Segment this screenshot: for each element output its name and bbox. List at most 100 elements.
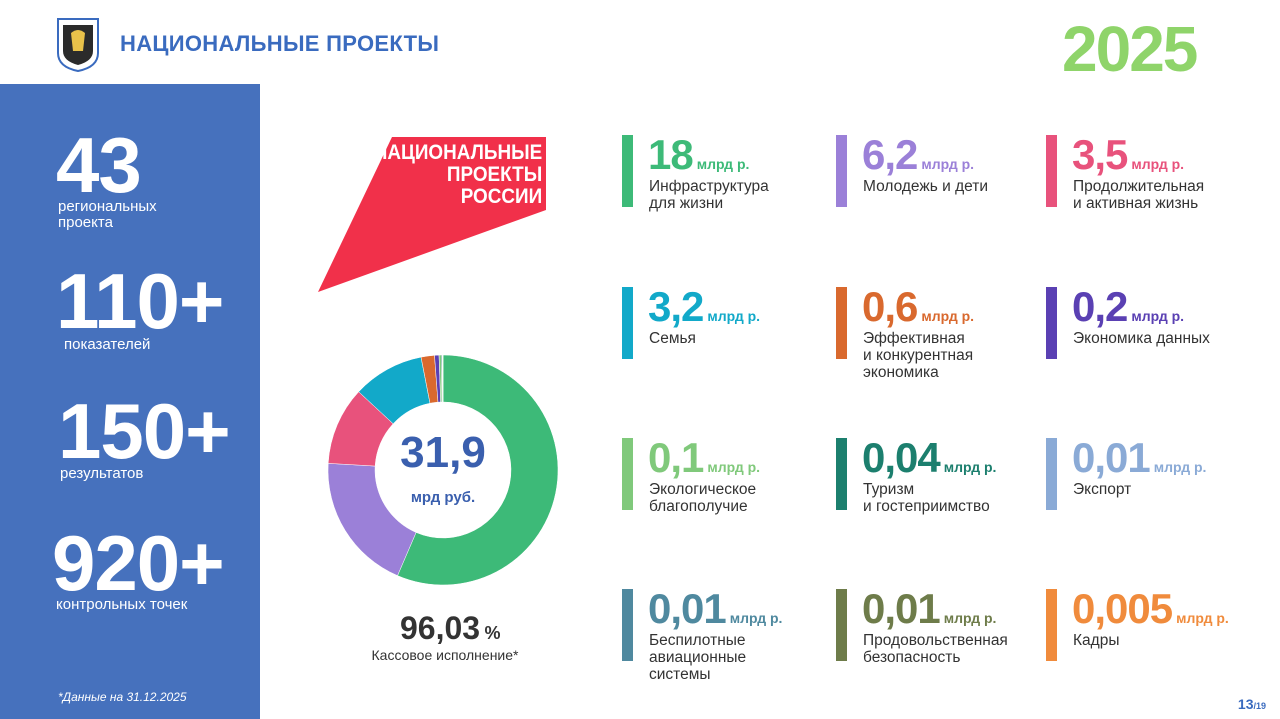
stat-label: показателей bbox=[64, 336, 151, 353]
project-name: Продовольственная безопасность bbox=[863, 632, 1008, 666]
logo-text: НАЦИОНАЛЬНЫЕ bbox=[374, 141, 542, 164]
center-unit: мрд руб. bbox=[411, 489, 475, 506]
value-unit: млрд р. bbox=[1131, 308, 1185, 324]
value-unit: млрд р. bbox=[1153, 459, 1207, 475]
value-label: 3,2 bbox=[648, 283, 704, 330]
project-item: 0,01 млрд р. Экспорт bbox=[1046, 434, 1246, 512]
project-value: 0,1 млрд р. bbox=[648, 434, 760, 482]
project-item: 6,2 млрд р. Молодежь и дети bbox=[836, 131, 1036, 209]
project-bar bbox=[1046, 438, 1057, 510]
project-value: 0,01 млрд р. bbox=[862, 585, 996, 633]
value-label: 0,005 bbox=[1072, 585, 1173, 632]
project-item: 3,5 млрд р. Продолжительная и активная жиз… bbox=[1046, 131, 1246, 212]
emblem bbox=[57, 18, 99, 73]
project-value: 0,04 млрд р. bbox=[862, 434, 996, 482]
logo: НАЦИОНАЛЬНЫЕ ПРОЕКТЫ РОССИИ bbox=[318, 137, 546, 292]
project-value: 0,005 млрд р. bbox=[1072, 585, 1229, 633]
percent-sign: % bbox=[484, 623, 501, 643]
value-unit: млрд р. bbox=[921, 308, 975, 324]
project-name: Экологическое благополучие bbox=[649, 481, 757, 515]
stat-value: 43 bbox=[56, 121, 142, 209]
project-name: Экспорт bbox=[1073, 481, 1132, 498]
donut-chart: 31,9 мрд руб. bbox=[327, 354, 559, 586]
project-bar bbox=[836, 438, 847, 510]
project-item: 0,2 млрд р. Экономика данных bbox=[1046, 283, 1246, 361]
project-value: 3,2 млрд р. bbox=[648, 283, 760, 331]
project-bar bbox=[1046, 135, 1057, 207]
project-bar bbox=[622, 438, 633, 510]
project-bar bbox=[622, 589, 633, 661]
value-unit: млрд р. bbox=[921, 156, 975, 172]
value-unit: млрд р. bbox=[729, 610, 783, 626]
project-bar bbox=[836, 287, 847, 359]
project-name: Семья bbox=[649, 330, 696, 347]
value-label: 18 bbox=[648, 131, 694, 178]
value-unit: млрд р. bbox=[696, 156, 750, 172]
project-value: 0,01 млрд р. bbox=[648, 585, 782, 633]
year: 2025 bbox=[1062, 13, 1198, 85]
logo-shape bbox=[318, 137, 546, 292]
value-label: 0,6 bbox=[862, 283, 918, 330]
stat-label: региональных проекта bbox=[58, 198, 157, 231]
project-value: 18 млрд р. bbox=[648, 131, 749, 179]
value-label: 6,2 bbox=[862, 131, 918, 178]
sidebar bbox=[0, 84, 260, 719]
project-item: 3,2 млрд р. Семья bbox=[622, 283, 822, 361]
project-item: 0,04 млрд р. Туризм и гостеприимство bbox=[836, 434, 1036, 515]
value-unit: млрд р. bbox=[943, 610, 997, 626]
project-item: 0,01 млрд р. Беспилотные авиационные систе… bbox=[622, 585, 822, 683]
project-bar bbox=[622, 287, 633, 359]
value-label: 0,1 bbox=[648, 434, 704, 481]
project-bar bbox=[836, 589, 847, 661]
project-name: Кадры bbox=[1073, 632, 1120, 649]
value-label: 0,2 bbox=[1072, 283, 1128, 330]
center-value: 31,9 bbox=[400, 428, 486, 477]
project-item: 0,005 млрд р. Кадры bbox=[1046, 585, 1246, 663]
project-bar bbox=[836, 135, 847, 207]
stat-label: результатов bbox=[60, 465, 144, 482]
stat-value: 920+ bbox=[52, 519, 225, 607]
value-unit: млрд р. bbox=[943, 459, 997, 475]
donut-segment bbox=[397, 354, 559, 586]
stat-value: 110+ bbox=[56, 257, 224, 345]
percent-block: 96,03 % bbox=[400, 610, 501, 647]
value-label: 3,5 bbox=[1072, 131, 1128, 178]
slide-current: 13 bbox=[1237, 696, 1254, 712]
project-value: 0,01 млрд р. bbox=[1072, 434, 1206, 482]
project-item: 18 млрд р. Инфраструктура для жизни bbox=[622, 131, 822, 212]
logo-text: РОССИИ bbox=[461, 185, 542, 208]
slide-total: /19 bbox=[1253, 701, 1266, 711]
stat-value: 150+ bbox=[58, 387, 231, 475]
value-label: 0,04 bbox=[862, 434, 941, 481]
project-value: 3,5 млрд р. bbox=[1072, 131, 1184, 179]
project-value: 6,2 млрд р. bbox=[862, 131, 974, 179]
project-item: 0,1 млрд р. Экологическое благополучие bbox=[622, 434, 822, 515]
slide-number: 13/19 bbox=[1238, 696, 1266, 714]
stat-label: контрольных точек bbox=[56, 596, 188, 613]
project-item: 0,01 млрд р. Продовольственная безопасност… bbox=[836, 585, 1036, 666]
percent-value: 96,03 bbox=[400, 610, 481, 646]
project-item: 0,6 млрд р. Эффективная и конкурентная эко… bbox=[836, 283, 1036, 381]
note: *Данные на 31.12.2025 bbox=[58, 690, 187, 704]
project-name: Туризм и гостеприимство bbox=[863, 481, 990, 515]
project-value: 0,2 млрд р. bbox=[1072, 283, 1184, 331]
project-name: Молодежь и дети bbox=[863, 178, 988, 195]
value-unit: млрд р. bbox=[1176, 610, 1229, 626]
header-title: НАЦИОНАЛЬНЫЕ ПРОЕКТЫ bbox=[120, 31, 440, 56]
project-bar bbox=[622, 135, 633, 207]
value-unit: млрд р. bbox=[707, 459, 761, 475]
project-name: Инфраструктура для жизни bbox=[649, 178, 769, 212]
value-unit: млрд р. bbox=[1131, 156, 1185, 172]
value-label: 0,01 bbox=[648, 585, 727, 632]
logo-text: ПРОЕКТЫ bbox=[447, 163, 542, 186]
project-name: Продолжительная и активная жизнь bbox=[1073, 178, 1205, 212]
project-name: Экономика данных bbox=[1073, 330, 1210, 347]
value-unit: млрд р. bbox=[707, 308, 761, 324]
project-value: 0,6 млрд р. bbox=[862, 283, 974, 331]
project-name: Эффективная и конкурентная экономика bbox=[863, 330, 974, 381]
value-label: 0,01 bbox=[1072, 434, 1151, 481]
value-label: 0,01 bbox=[862, 585, 941, 632]
project-name: Беспилотные авиационные системы bbox=[649, 632, 747, 683]
project-bar bbox=[1046, 589, 1057, 661]
